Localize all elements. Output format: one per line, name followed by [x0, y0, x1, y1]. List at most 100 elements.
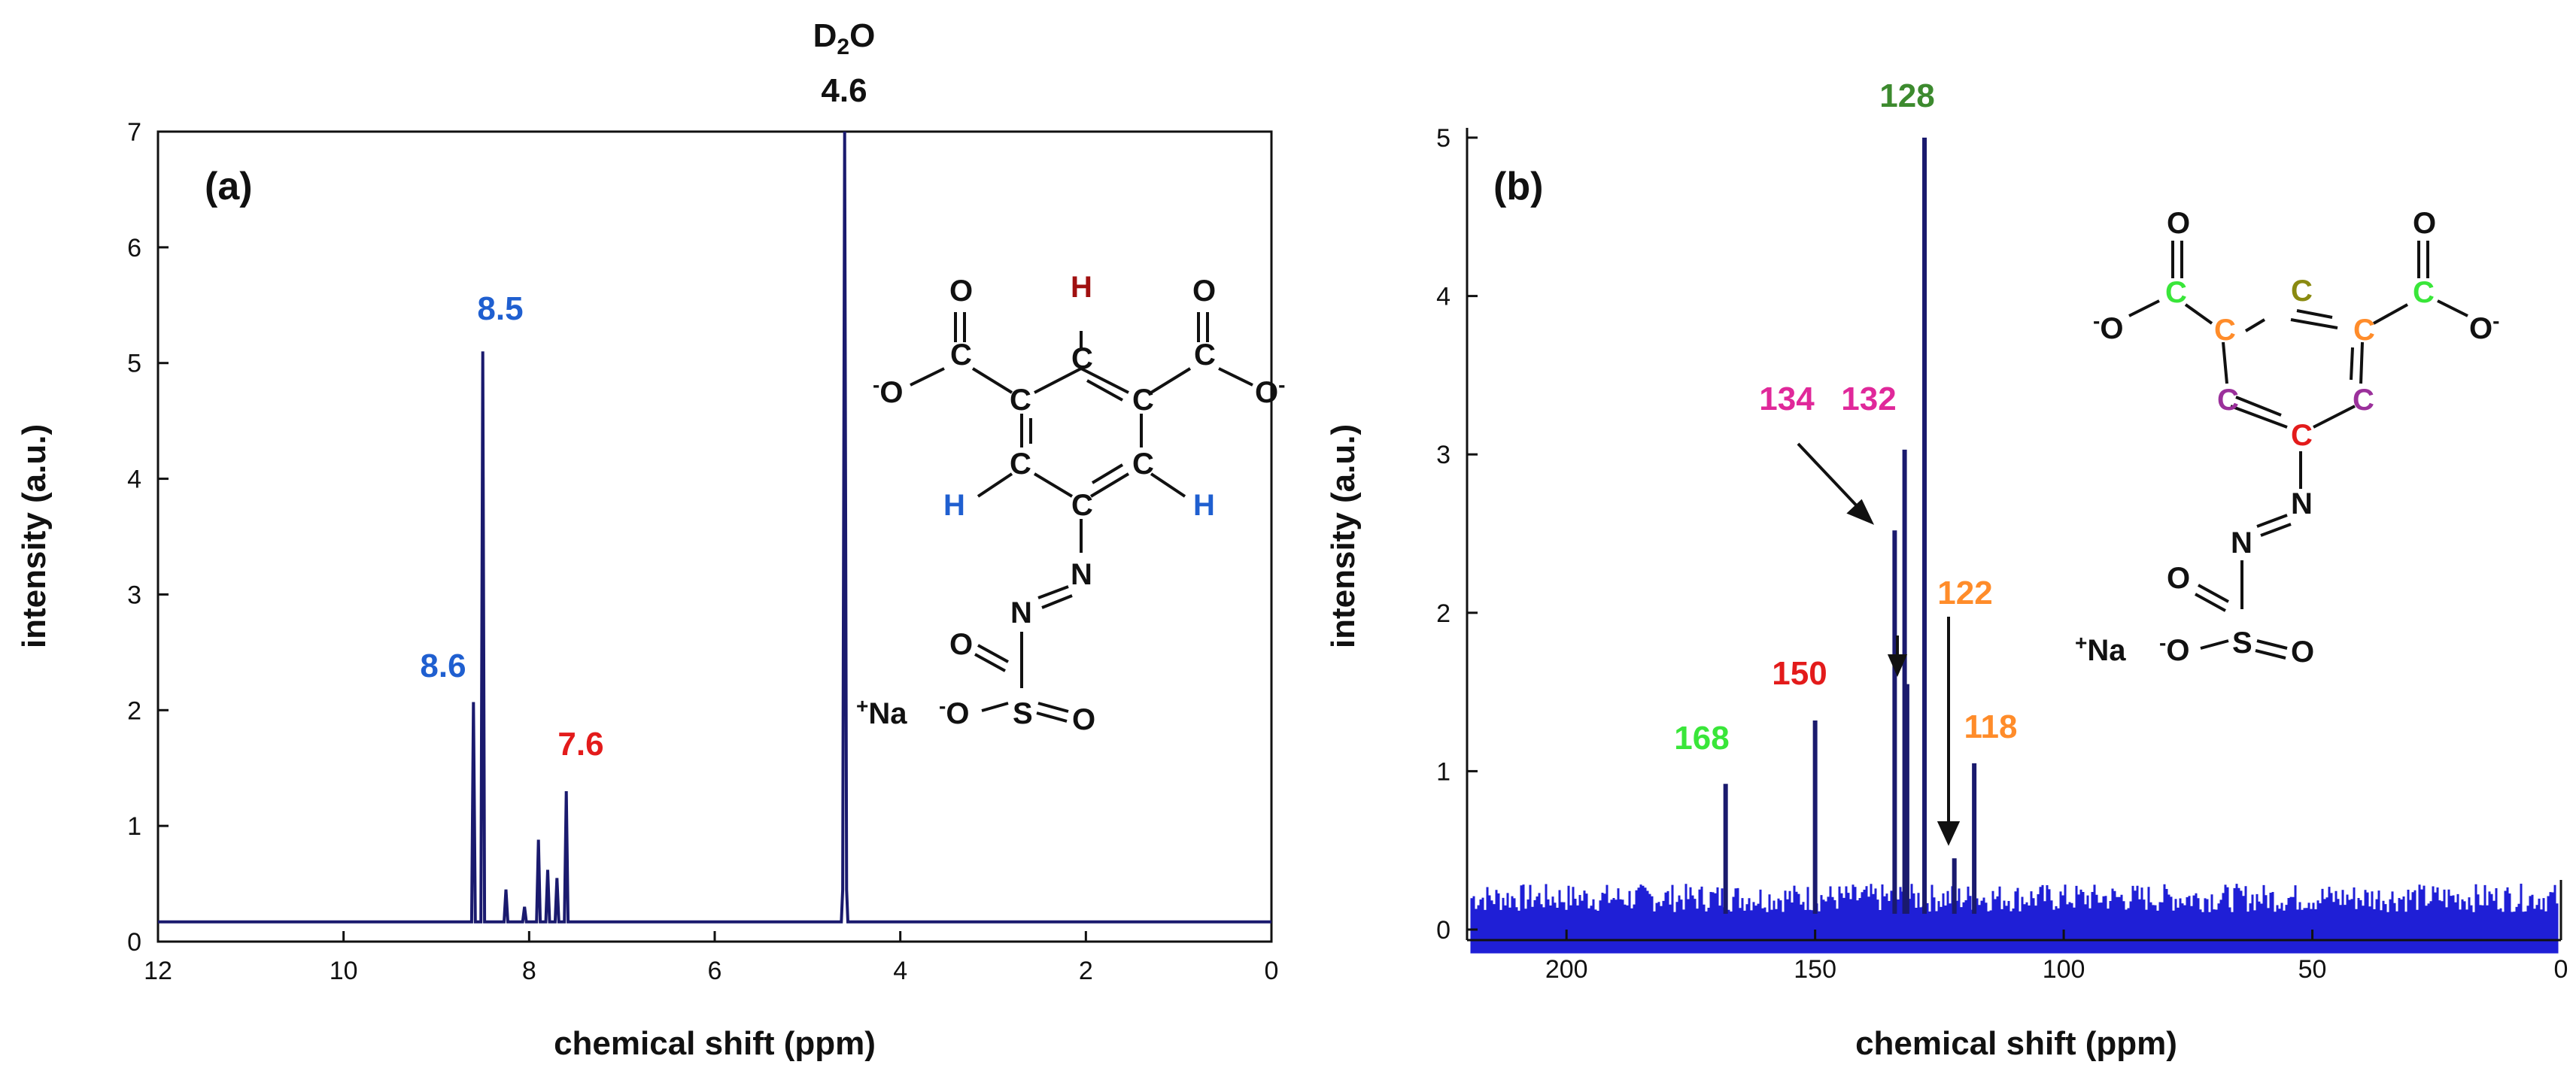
mol-a-atom-c: C	[1071, 489, 1093, 522]
mol-a-bond	[1150, 472, 1186, 498]
peak-label-7.6: 7.6	[557, 726, 603, 763]
mol-a-atom-o: O	[1192, 275, 1216, 308]
panel-a-y-tick-label: 0	[127, 928, 141, 957]
peak-label-8.5: 8.5	[477, 290, 523, 327]
mol-a-atom-o-minus: O-	[1255, 373, 1285, 409]
mol-a-bond	[974, 653, 1006, 672]
molecule-a-atoms: O O C C -O O- H C C C C C C H H N N O S …	[856, 271, 1285, 736]
molecule-b-atoms: O O C C -O O- C C C C C C N N O S O -O +…	[2075, 207, 2499, 669]
mol-b-bond	[2359, 341, 2364, 384]
mol-b-bond	[2313, 405, 2356, 429]
peak-label-8.6: 8.6	[420, 648, 466, 684]
panel-b-tag: (b)	[1493, 165, 1543, 208]
panel-b-x-tick-label: 150	[1794, 955, 1836, 984]
mol-b-atom-c-ring-bottom: C	[2291, 419, 2313, 452]
panel-b-noise-band	[1470, 884, 2559, 954]
panel-a-y-tick-label: 5	[127, 350, 141, 378]
mol-b-atom-o-minus: -O	[2159, 631, 2189, 667]
mol-b-atom-c-carboxyl: C	[2165, 276, 2187, 309]
panel-a-frame	[156, 130, 1273, 943]
mol-b-atom-c-ring-top: C	[2291, 275, 2313, 308]
mol-b-bond	[2222, 341, 2228, 384]
mol-b-bond	[2235, 396, 2282, 417]
mol-b-atom-s: S	[2232, 626, 2252, 660]
mol-a-bond	[1150, 367, 1192, 394]
mol-b-atom-c-carboxyl: C	[2413, 276, 2435, 309]
peak-label-122: 122	[1937, 575, 1992, 611]
panel-b-y-axis-label: intensity (a.u.)	[1325, 424, 1362, 648]
mol-a-atom-o-minus: -O	[939, 694, 969, 730]
mol-a-bond	[977, 472, 1013, 498]
arrow-134	[1797, 442, 1864, 513]
mol-a-bond	[1037, 585, 1069, 599]
panel-a-x-tick-label: 0	[1265, 957, 1279, 985]
panel-b-x-tick-label: 100	[2043, 955, 2085, 984]
mol-b-atom-o: O	[2413, 207, 2436, 240]
panel-a-x-tick-label: 6	[708, 957, 722, 985]
mol-b-atom-c-ring: C	[2353, 314, 2375, 347]
mol-a-atom-h-right: H	[1193, 489, 1215, 522]
panel-b-x-axis-label: chemical shift (ppm)	[1855, 1025, 2177, 1062]
panel-a-y-tick-label: 7	[127, 118, 141, 147]
panel-b-y-ticks: 0 1 2 3 4 5	[1436, 124, 1478, 945]
mol-a-bond	[1080, 367, 1129, 394]
panel-a-x-tick-label: 10	[330, 957, 358, 985]
panel-b-y-tick-label: 4	[1436, 283, 1451, 311]
mol-a-atom-n: N	[1010, 596, 1032, 629]
mol-a-atom-c: C	[950, 338, 972, 372]
mol-a-atom-c: C	[1132, 384, 1154, 417]
panel-b-x-tick-label: 50	[2298, 955, 2327, 984]
panel-b-x-tick-label: 0	[2554, 955, 2568, 984]
mol-a-atom-c: C	[1132, 447, 1154, 481]
panel-b-peaks	[1723, 138, 1977, 914]
panel-a-x-tick-label: 4	[893, 957, 907, 985]
mol-b-bond	[2195, 593, 2226, 612]
arrow-122-head	[1937, 821, 1961, 846]
mol-a-atom-c: C	[1071, 342, 1093, 375]
peak-label-134: 134	[1759, 381, 1815, 417]
mol-b-bond	[2256, 639, 2288, 650]
peak-label-4.6: 4.6	[821, 72, 867, 109]
mol-a-bond	[977, 644, 1009, 663]
mol-b-atom-n: N	[2231, 526, 2252, 560]
mol-a-atom-h-top: H	[1071, 271, 1092, 304]
mol-a-atom-o: O	[949, 275, 973, 308]
peak-label-150: 150	[1772, 655, 1827, 692]
mol-a-bond	[1041, 594, 1073, 609]
peak-label-118: 118	[1964, 708, 2018, 745]
panel-a-x-axis-label: chemical shift (ppm)	[554, 1025, 876, 1062]
mol-a-atom-n: N	[1071, 558, 1092, 591]
mol-b-bond	[2200, 639, 2229, 650]
mol-a-bond	[1091, 463, 1124, 484]
panel-a-x-tick-label: 2	[1079, 957, 1093, 985]
mol-a-bond	[1089, 472, 1130, 498]
panel-a-x-tick-label: 8	[522, 957, 536, 985]
molecule-a-structure	[910, 312, 1253, 723]
panel-a-y-tick-label: 4	[127, 466, 141, 494]
mol-b-atom-o-minus: -O	[2093, 309, 2123, 345]
panel-a-y-tick-label: 1	[127, 812, 141, 841]
mol-a-bond	[971, 367, 1013, 394]
arrow-134-head	[1846, 499, 1875, 525]
mol-a-atom-o: O	[949, 628, 973, 661]
panel-b-y-tick-label: 5	[1436, 124, 1451, 153]
mol-b-atom-c-ring: C	[2214, 314, 2236, 347]
mol-a-atom-c: C	[1010, 447, 1031, 481]
mol-b-bond	[2184, 303, 2213, 325]
peak-label-128: 128	[1879, 77, 1934, 114]
mol-b-bond	[2260, 523, 2292, 537]
mol-a-bond	[910, 367, 945, 387]
panel-a-y-tick-label: 2	[127, 696, 141, 725]
panel-a-y-tick-label: 6	[127, 234, 141, 262]
peak-label-132: 132	[1841, 381, 1896, 417]
mol-a-bond	[1037, 702, 1069, 713]
mol-a-atom-c: C	[1010, 384, 1031, 417]
panel-b-x-ticks: 200 150 100 50 0	[1545, 930, 2568, 984]
mol-b-atom-c-ring: C	[2353, 384, 2374, 417]
panel-b-y-tick-label: 0	[1436, 916, 1451, 945]
mol-b-atom-o: O	[2291, 636, 2314, 669]
mol-b-bond	[2128, 299, 2160, 317]
mol-b-atom-o: O	[2167, 207, 2190, 240]
panel-b-arrows	[1797, 442, 1961, 846]
